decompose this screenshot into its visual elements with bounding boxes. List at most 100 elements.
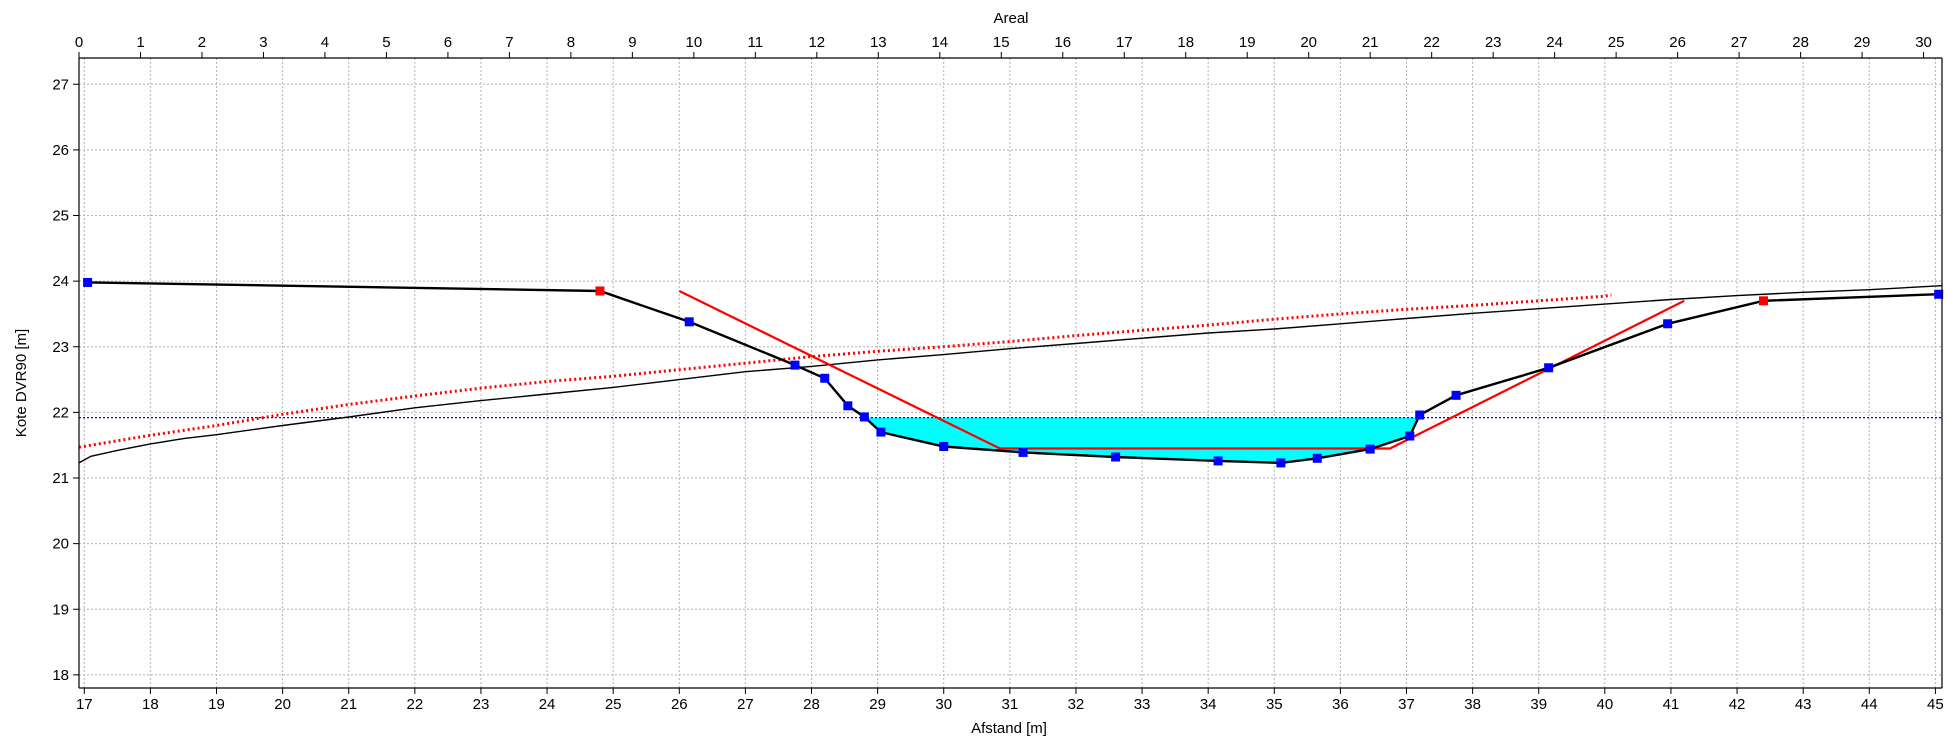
cross-section-marker bbox=[843, 401, 853, 411]
top-tick-label: 4 bbox=[321, 34, 329, 51]
water-fill bbox=[865, 417, 1419, 463]
cross-section-marker bbox=[595, 286, 605, 296]
top-tick-label: 25 bbox=[1608, 34, 1625, 51]
top-tick-label: 20 bbox=[1300, 34, 1317, 51]
top-tick-label: 27 bbox=[1731, 34, 1748, 51]
cross-section-marker bbox=[790, 360, 800, 370]
cross-section-marker bbox=[83, 277, 93, 287]
top-tick-label: 12 bbox=[808, 34, 825, 51]
x-tick-label: 33 bbox=[1134, 696, 1151, 713]
cross-section-marker bbox=[1018, 447, 1028, 457]
y-tick-label: 23 bbox=[52, 339, 69, 356]
top-tick-label: 7 bbox=[505, 34, 513, 51]
top-tick-label: 9 bbox=[628, 34, 636, 51]
top-axis-title: Areal bbox=[993, 10, 1028, 27]
x-tick-label: 20 bbox=[274, 696, 291, 713]
x-tick-label: 38 bbox=[1464, 696, 1481, 713]
x-tick-label: 34 bbox=[1200, 696, 1217, 713]
top-tick-label: 2 bbox=[198, 34, 206, 51]
y-tick-label: 21 bbox=[52, 470, 69, 487]
top-tick-label: 8 bbox=[567, 34, 575, 51]
y-tick-label: 18 bbox=[52, 667, 69, 684]
y-tick-label: 19 bbox=[52, 601, 69, 618]
y-tick-label: 24 bbox=[52, 273, 69, 290]
x-tick-label: 23 bbox=[473, 696, 490, 713]
x-tick-label: 32 bbox=[1068, 696, 1085, 713]
top-tick-label: 30 bbox=[1915, 34, 1932, 51]
top-tick-label: 23 bbox=[1485, 34, 1502, 51]
x-tick-label: 19 bbox=[208, 696, 225, 713]
y-axis-title: Kote DVR90 [m] bbox=[13, 329, 30, 437]
x-tick-label: 26 bbox=[671, 696, 688, 713]
top-tick-label: 24 bbox=[1546, 34, 1563, 51]
y-tick-label: 25 bbox=[52, 208, 69, 225]
x-tick-label: 39 bbox=[1530, 696, 1547, 713]
y-tick-label: 20 bbox=[52, 536, 69, 553]
cross-section-line bbox=[87, 281, 1939, 465]
top-tick-label: 1 bbox=[136, 34, 144, 51]
x-tick-label: 21 bbox=[340, 696, 357, 713]
top-tick-label: 21 bbox=[1362, 34, 1379, 51]
x-tick-label: 37 bbox=[1398, 696, 1415, 713]
x-tick-label: 31 bbox=[1001, 696, 1018, 713]
top-tick-label: 5 bbox=[382, 34, 390, 51]
x-tick-label: 24 bbox=[539, 696, 556, 713]
cross-section-marker bbox=[1111, 452, 1121, 462]
x-tick-label: 41 bbox=[1663, 696, 1680, 713]
top-tick-label: 3 bbox=[259, 34, 267, 51]
cross-section-marker bbox=[859, 412, 869, 422]
x-axis-title: Afstand [m] bbox=[971, 720, 1047, 737]
top-tick-label: 15 bbox=[993, 34, 1010, 51]
cross-section-marker bbox=[1405, 431, 1415, 441]
cross-section-marker bbox=[1276, 458, 1286, 468]
top-tick-label: 19 bbox=[1239, 34, 1256, 51]
x-tick-label: 27 bbox=[737, 696, 754, 713]
top-tick-label: 26 bbox=[1669, 34, 1686, 51]
cross-section-marker bbox=[820, 373, 830, 383]
cross-section-marker bbox=[1663, 319, 1673, 329]
top-tick-label: 10 bbox=[686, 34, 703, 51]
top-tick-label: 18 bbox=[1177, 34, 1194, 51]
x-tick-label: 42 bbox=[1729, 696, 1746, 713]
top-tick-label: 28 bbox=[1792, 34, 1809, 51]
cross-section-marker bbox=[1365, 444, 1375, 454]
area-curve-line bbox=[78, 285, 1943, 464]
x-tick-label: 17 bbox=[76, 696, 93, 713]
cross-section-marker bbox=[1934, 289, 1944, 299]
x-tick-label: 45 bbox=[1927, 696, 1944, 713]
x-tick-label: 28 bbox=[803, 696, 820, 713]
top-tick-label: 0 bbox=[75, 34, 83, 51]
top-tick-label: 11 bbox=[748, 34, 764, 51]
cross-section-marker bbox=[1213, 456, 1223, 466]
x-tick-label: 30 bbox=[935, 696, 952, 713]
cross-section-marker bbox=[684, 317, 694, 327]
top-tick-label: 6 bbox=[444, 34, 452, 51]
area-curve-dotted-line bbox=[78, 293, 1612, 449]
top-tick-label: 14 bbox=[931, 34, 948, 51]
cross-section-marker bbox=[876, 427, 886, 437]
x-tick-label: 40 bbox=[1596, 696, 1613, 713]
y-tick-label: 26 bbox=[52, 142, 69, 159]
x-tick-label: 18 bbox=[142, 696, 159, 713]
top-tick-label: 22 bbox=[1423, 34, 1440, 51]
x-tick-label: 36 bbox=[1332, 696, 1349, 713]
top-tick-label: 13 bbox=[870, 34, 887, 51]
top-tick-label: 16 bbox=[1054, 34, 1071, 51]
x-tick-label: 29 bbox=[869, 696, 886, 713]
cross-section-marker bbox=[1415, 410, 1425, 420]
design-profile-line bbox=[678, 290, 1685, 450]
x-tick-label: 35 bbox=[1266, 696, 1283, 713]
cross-section-marker bbox=[1544, 363, 1554, 373]
y-tick-label: 27 bbox=[52, 76, 69, 93]
cross-section-marker bbox=[939, 442, 949, 451]
cross-section-marker bbox=[1312, 453, 1322, 463]
x-tick-label: 43 bbox=[1795, 696, 1812, 713]
x-tick-label: 22 bbox=[406, 696, 423, 713]
cross-section-marker bbox=[1451, 390, 1461, 400]
x-tick-label: 25 bbox=[605, 696, 622, 713]
top-tick-label: 17 bbox=[1116, 34, 1133, 51]
y-tick-label: 22 bbox=[52, 404, 69, 421]
cross-section-marker bbox=[1759, 296, 1769, 306]
x-tick-label: 44 bbox=[1861, 696, 1878, 713]
